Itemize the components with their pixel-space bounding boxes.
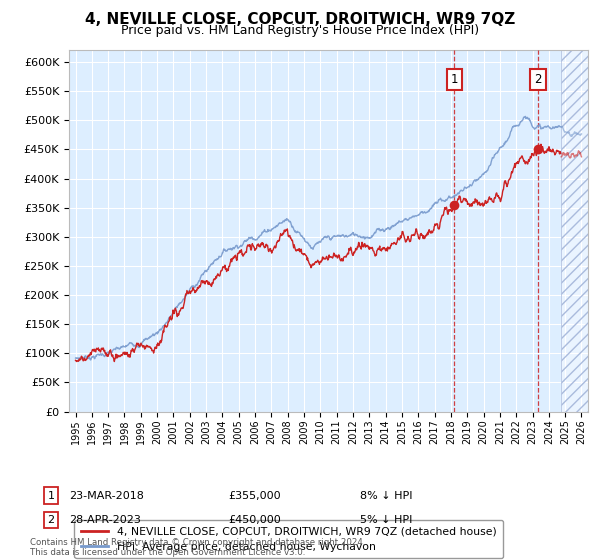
Bar (561, 50, 600, 412)
Text: 1: 1 (47, 491, 55, 501)
Legend: 4, NEVILLE CLOSE, COPCUT, DROITWICH, WR9 7QZ (detached house), HPI: Average pric: 4, NEVILLE CLOSE, COPCUT, DROITWICH, WR9… (74, 520, 503, 558)
Bar (561, 50, 600, 412)
Text: 2: 2 (47, 515, 55, 525)
Text: 5% ↓ HPI: 5% ↓ HPI (360, 515, 412, 525)
Text: Contains HM Land Registry data © Crown copyright and database right 2024.
This d: Contains HM Land Registry data © Crown c… (30, 538, 365, 557)
Text: £355,000: £355,000 (228, 491, 281, 501)
Text: 4, NEVILLE CLOSE, COPCUT, DROITWICH, WR9 7QZ: 4, NEVILLE CLOSE, COPCUT, DROITWICH, WR9… (85, 12, 515, 27)
Text: 23-MAR-2018: 23-MAR-2018 (69, 491, 144, 501)
Text: 2: 2 (534, 73, 541, 86)
Text: 8% ↓ HPI: 8% ↓ HPI (360, 491, 413, 501)
Text: 1: 1 (451, 73, 458, 86)
Text: £450,000: £450,000 (228, 515, 281, 525)
Text: Price paid vs. HM Land Registry's House Price Index (HPI): Price paid vs. HM Land Registry's House … (121, 24, 479, 36)
Text: 28-APR-2023: 28-APR-2023 (69, 515, 141, 525)
